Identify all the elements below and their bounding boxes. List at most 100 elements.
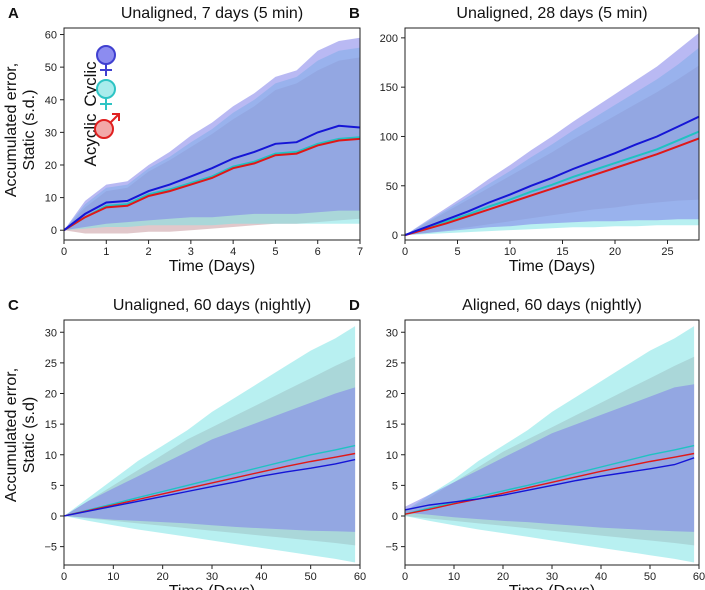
- panel-letter: A: [8, 5, 19, 22]
- x-tick-label: 0: [61, 571, 67, 583]
- y-tick-label: 20: [45, 389, 57, 401]
- y-tick-label: 50: [386, 181, 398, 193]
- panel-c: Unaligned, 60 days (nightly)C0 10 20 30 40 50…: [8, 297, 366, 590]
- panel-title: Unaligned, 7 days (5 min): [121, 5, 303, 22]
- y-tick-label: 10: [45, 193, 57, 205]
- panel-title: Unaligned, 60 days (nightly): [113, 297, 311, 314]
- plot-area: [405, 32, 699, 237]
- x-tick-label: 40: [595, 571, 607, 583]
- x-tick-label: 60: [354, 571, 366, 583]
- axes-frame: [63, 27, 361, 241]
- y-tick-label: 10: [386, 450, 398, 462]
- band-cyclic: [64, 37, 360, 231]
- panel-letter: B: [349, 5, 360, 22]
- x-tick-label: 20: [609, 246, 621, 258]
- legend-symbol-acyclic-female-icon: [96, 79, 116, 110]
- x-tick-label: 30: [546, 571, 558, 583]
- x-tick-label: 10: [107, 571, 119, 583]
- x-axis-label: Time (Days): [509, 583, 596, 590]
- line-cyclic: [405, 457, 695, 511]
- y-tick-label: 20: [45, 160, 57, 172]
- y-tick-label: 15: [45, 419, 57, 431]
- y-tick-label: 0: [392, 511, 398, 523]
- x-tick-label: 1: [103, 246, 109, 258]
- y-tick-label: 15: [386, 419, 398, 431]
- y-tick-label: 100: [380, 131, 398, 143]
- axes-frame: [404, 27, 700, 241]
- ylabel-bottom-line2: Static (s.d): [21, 397, 38, 473]
- x-tick-label: 50: [305, 571, 317, 583]
- line-male: [64, 137, 360, 232]
- legend-symbol-cyclic-female-icon: [96, 45, 116, 76]
- x-axis-label: Time (Days): [169, 258, 256, 275]
- y-tick-label: −5: [385, 542, 398, 554]
- x-tick-label: 3: [188, 246, 194, 258]
- x-tick-label: 30: [206, 571, 218, 583]
- y-tick-label: 30: [45, 327, 57, 339]
- panel-letter: C: [8, 297, 19, 314]
- panel-b: Unaligned, 28 days (5 min) B 0 5 10 15 20 25 0 50…: [349, 5, 700, 275]
- panel-title: Aligned, 60 days (nightly): [462, 297, 642, 314]
- legend: Cyclic Acyclic: [81, 45, 120, 166]
- panel-title: Unaligned, 28 days (5 min): [456, 5, 647, 22]
- legend-label-acyclic: Acyclic: [81, 113, 100, 166]
- y-tick-label: 0: [51, 225, 57, 237]
- plot-area: [64, 37, 360, 234]
- x-axis-label: Time (Days): [169, 583, 256, 590]
- x-tick-label: 5: [454, 246, 460, 258]
- x-tick-label: 4: [230, 246, 236, 258]
- y-tick-label: 30: [45, 127, 57, 139]
- y-tick-label: 50: [45, 62, 57, 74]
- x-tick-label: 7: [357, 246, 363, 258]
- line-acyclic: [64, 136, 360, 232]
- x-tick-label: 6: [315, 246, 321, 258]
- x-tick-label: 5: [272, 246, 278, 258]
- y-tick-label: 150: [380, 82, 398, 94]
- x-tick-label: 0: [402, 246, 408, 258]
- x-tick-label: 0: [402, 571, 408, 583]
- y-tick-label: 0: [51, 511, 57, 523]
- panel-d: Aligned, 60 days (nightly)D0 10 20 30 40 50 60…: [349, 297, 705, 590]
- y-tick-label: 25: [45, 358, 57, 370]
- line-cyclic: [64, 458, 356, 517]
- line-cyclic: [405, 115, 699, 237]
- y-tick-label: 10: [45, 450, 57, 462]
- x-tick-label: 15: [556, 246, 568, 258]
- line-cyclic: [64, 124, 360, 231]
- x-tick-label: 50: [644, 571, 656, 583]
- band-cyclic: [64, 387, 356, 532]
- x-tick-label: 60: [693, 571, 705, 583]
- plot-area: [405, 326, 695, 563]
- y-tick-label: 60: [45, 30, 57, 42]
- y-tick-label: 5: [51, 480, 57, 492]
- y-tick-label: 200: [380, 33, 398, 45]
- y-tick-label: 5: [392, 480, 398, 492]
- y-tick-label: 40: [45, 95, 57, 107]
- x-tick-label: 20: [157, 571, 169, 583]
- x-tick-label: 0: [61, 246, 67, 258]
- ylabel-top-line1: Accumulated error,: [3, 63, 20, 197]
- y-tick-label: −5: [44, 542, 57, 554]
- panel-letter: D: [349, 297, 360, 314]
- legend-symbol-male-icon: [94, 113, 120, 139]
- band-cyclic: [405, 384, 695, 532]
- y-tick-label: 0: [392, 230, 398, 242]
- panel-a: Unaligned, 7 days (5 min) A 0 1 2 3 4 5 6 7 0 10 20 3…: [8, 5, 363, 275]
- x-tick-label: 10: [504, 246, 516, 258]
- x-tick-label: 40: [255, 571, 267, 583]
- x-tick-label: 25: [661, 246, 673, 258]
- ylabel-top-line2: Static (s.d.): [21, 90, 38, 171]
- line-acyclic: [405, 130, 699, 237]
- y-tick-label: 20: [386, 389, 398, 401]
- x-tick-label: 2: [146, 246, 152, 258]
- x-tick-label: 20: [497, 571, 509, 583]
- y-tick-label: 30: [386, 327, 398, 339]
- y-tick-label: 25: [386, 358, 398, 370]
- legend-label-cyclic: Cyclic: [81, 61, 100, 107]
- line-acyclic: [64, 444, 356, 517]
- x-tick-label: 10: [448, 571, 460, 583]
- line-male: [405, 452, 695, 515]
- line-male: [64, 452, 356, 517]
- ylabel-bottom-line1: Accumulated error,: [3, 368, 20, 502]
